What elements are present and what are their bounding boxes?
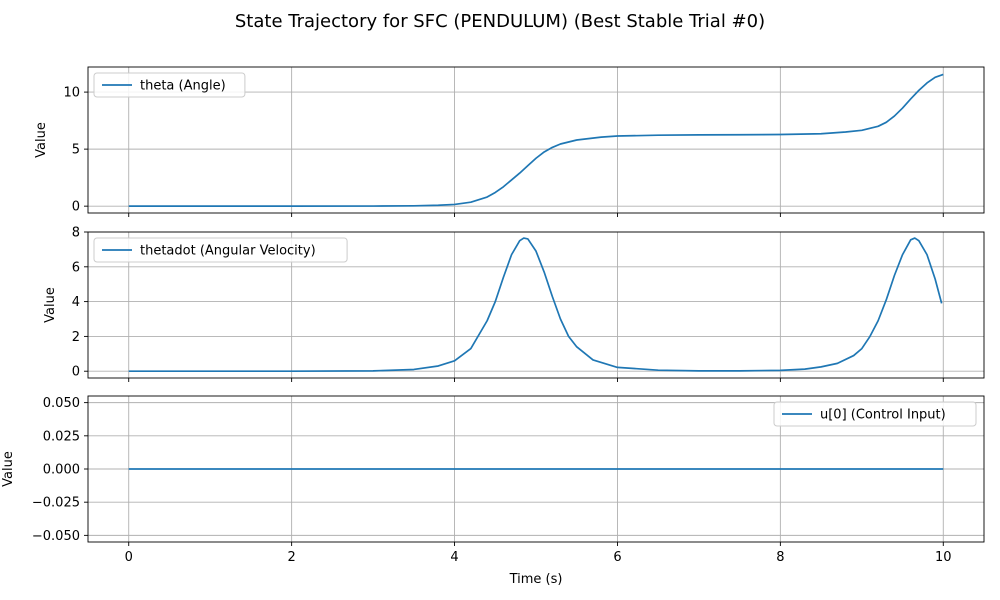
y-tick-label: 5 [72, 143, 80, 158]
y-tick-label: 10 [63, 86, 80, 101]
legend-label: u[0] (Control Input) [820, 408, 946, 423]
x-tick-label: 2 [287, 550, 295, 565]
legend: thetadot (Angular Velocity) [93, 237, 348, 263]
y-tick-label: 4 [72, 295, 80, 310]
y-tick-label: 0.000 [43, 463, 80, 478]
x-tick-label: 10 [935, 550, 952, 565]
x-tick-label: 0 [125, 550, 133, 565]
legend: u[0] (Control Input) [773, 401, 977, 427]
axes-frame [87, 231, 985, 379]
legend-label: thetadot (Angular Velocity) [140, 244, 316, 259]
legend-box [93, 237, 348, 263]
subplot-3: 0 2 4 6 8 10 −0.050 −0.025 0.000 0.025 0.050 Value u… [1, 395, 985, 565]
subplot-2: 0 2 4 6 8 Value thetadot (Angular Velocity) [43, 226, 985, 382]
subplots: 0 5 10 Value theta (Angle) 0 2 4 6 8 Value thetadot… [1, 66, 985, 565]
x-tick-label: 8 [776, 550, 784, 565]
legend-box [93, 72, 246, 98]
axes-frame [87, 66, 985, 214]
y-tick-label: 8 [72, 226, 80, 241]
y-axis-label: Value [1, 451, 16, 487]
y-tick-label: 0.025 [43, 429, 80, 444]
x-tick-label: 6 [613, 550, 621, 565]
series-line [128, 73, 944, 208]
y-tick-label: 2 [72, 330, 80, 345]
y-tick-label: 0.050 [43, 396, 80, 411]
legend-label: theta (Angle) [140, 79, 226, 94]
series-line [128, 237, 943, 373]
y-tick-label: −0.025 [32, 496, 80, 511]
legend: theta (Angle) [93, 72, 246, 98]
y-tick-label: 0 [72, 200, 80, 215]
y-tick-label: −0.050 [32, 529, 80, 544]
legend-box [773, 401, 977, 427]
y-axis-label: Value [43, 287, 58, 323]
subplot-1: 0 5 10 Value theta (Angle) [34, 66, 985, 217]
y-tick-label: 0 [72, 365, 80, 380]
figure-title: State Trajectory for SFC (PENDULUM) (Bes… [235, 11, 765, 32]
y-axis-label: Value [34, 122, 49, 158]
x-axis-label: Time (s) [509, 572, 563, 587]
x-tick-label: 4 [450, 550, 458, 565]
y-tick-label: 6 [72, 260, 80, 275]
